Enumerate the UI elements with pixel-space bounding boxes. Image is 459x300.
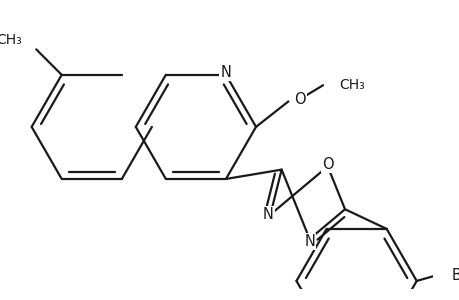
Text: N: N — [262, 207, 273, 222]
Text: N: N — [220, 65, 231, 80]
Text: O: O — [321, 157, 333, 172]
Text: N: N — [303, 234, 314, 249]
Text: CH₃: CH₃ — [339, 78, 364, 92]
Text: CH₃: CH₃ — [0, 33, 22, 47]
Text: Br: Br — [450, 268, 459, 283]
Text: O: O — [293, 92, 305, 106]
